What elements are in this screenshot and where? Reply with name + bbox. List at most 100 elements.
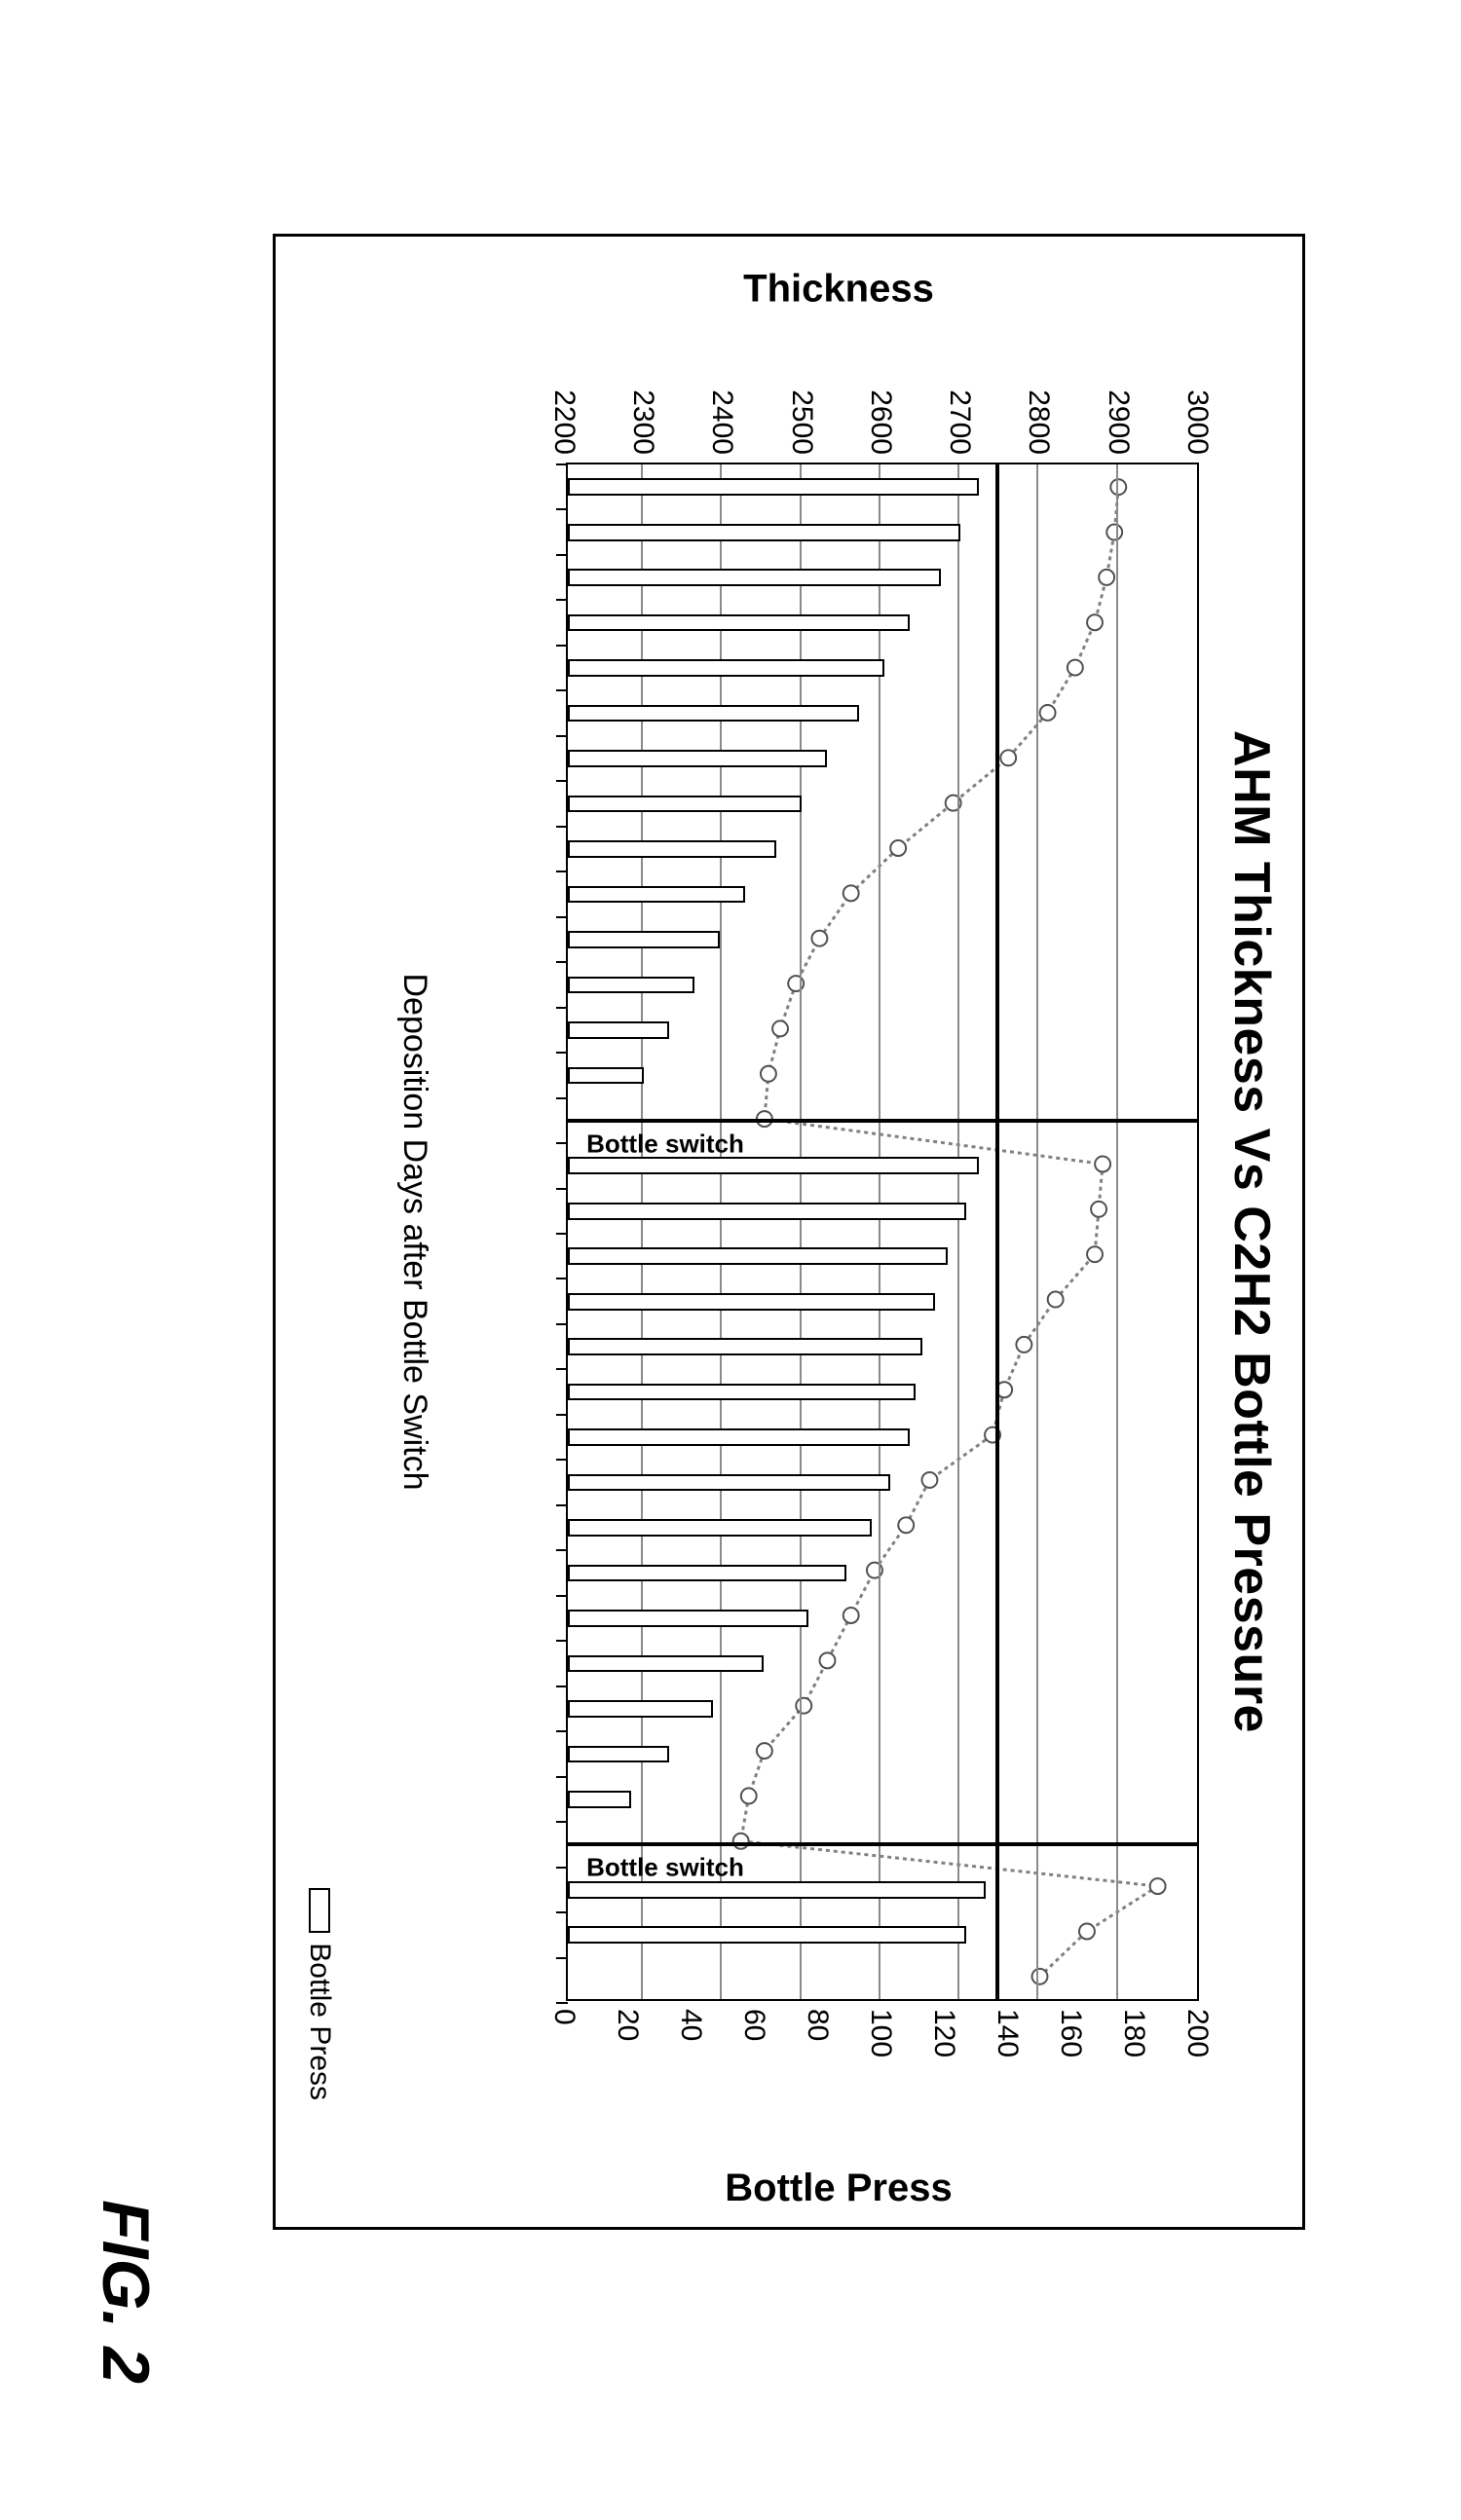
bar	[568, 1293, 935, 1311]
y1-tick-label: 2400	[706, 389, 739, 455]
bar	[568, 524, 960, 541]
x-tick	[556, 1776, 568, 1778]
bar	[568, 1203, 967, 1220]
gridline	[1037, 464, 1039, 1999]
x-tick	[556, 961, 568, 963]
x-tick	[556, 1052, 568, 1054]
chart-area: Thickness Bottle Press 22002300240025002…	[468, 316, 1209, 2147]
x-tick	[556, 1911, 568, 1913]
bar	[568, 1021, 669, 1039]
legend: Bottle Press	[301, 1888, 336, 2100]
gridline	[721, 464, 723, 1999]
x-tick	[556, 1278, 568, 1279]
x-tick	[556, 508, 568, 510]
y1-tick-label: 2800	[1023, 389, 1056, 455]
x-tick	[556, 2002, 568, 2004]
x-tick	[556, 1142, 568, 1144]
x-tick	[556, 1730, 568, 1732]
legend-label: Bottle Press	[303, 1943, 336, 2100]
bar	[568, 1428, 910, 1446]
bar	[568, 659, 884, 677]
chart-title: AHM Thickness Vs C2H2 Bottle Pressure	[1209, 237, 1302, 2227]
bottle-switch-label: Bottle switch	[586, 1853, 744, 1883]
y2-tick-label: 200	[1180, 2009, 1214, 2057]
legend-swatch-icon	[309, 1888, 330, 1933]
bar	[568, 705, 859, 723]
y1-tick-label: 2200	[547, 389, 581, 455]
x-tick	[556, 689, 568, 691]
bar	[568, 1881, 986, 1899]
bar	[568, 569, 942, 586]
bar	[568, 1157, 980, 1174]
x-tick	[556, 1459, 568, 1461]
bar	[568, 1067, 644, 1085]
x-tick	[556, 1867, 568, 1869]
bar	[568, 886, 745, 904]
y1-axis-label: Thickness	[743, 268, 934, 312]
x-tick	[556, 645, 568, 647]
x-tick	[556, 1549, 568, 1551]
bar	[568, 796, 803, 813]
x-tick	[556, 1188, 568, 1190]
y2-axis-label: Bottle Press	[725, 2167, 952, 2210]
bottle-switch-label: Bottle switch	[586, 1129, 744, 1159]
bar	[568, 931, 720, 948]
chart-frame: AHM Thickness Vs C2H2 Bottle Pressure Th…	[273, 234, 1305, 2230]
line-series	[568, 464, 1197, 1999]
plot-area: 2200230024002500260027002800290030000204…	[566, 463, 1199, 2001]
y2-tick-label: 80	[801, 2009, 834, 2041]
bar	[568, 1700, 714, 1718]
x-tick	[556, 826, 568, 828]
bar	[568, 1565, 846, 1582]
x-tick	[556, 463, 568, 465]
bottle-switch-vline	[568, 1842, 1197, 1846]
y2-tick-label: 180	[1117, 2009, 1150, 2057]
gridline	[879, 464, 880, 1999]
x-tick	[556, 1233, 568, 1235]
legend-item-bottle-press: Bottle Press	[303, 1888, 336, 2100]
bar	[568, 840, 777, 858]
bar	[568, 1384, 917, 1401]
x-tick	[556, 599, 568, 601]
bar	[568, 1655, 765, 1673]
gridline	[957, 464, 959, 1999]
x-tick	[556, 1097, 568, 1099]
y2-tick-label: 0	[547, 2009, 581, 2025]
bar	[568, 977, 694, 994]
y2-tick-label: 20	[611, 2009, 644, 2041]
bar	[568, 750, 828, 767]
bar	[568, 1338, 922, 1355]
y1-tick-label: 2300	[626, 389, 659, 455]
x-tick	[556, 1821, 568, 1823]
bar	[568, 1474, 891, 1492]
bar	[568, 1610, 808, 1627]
bar	[568, 1519, 872, 1537]
x-tick	[556, 1007, 568, 1009]
x-tick	[556, 1640, 568, 1642]
x-tick	[556, 1323, 568, 1325]
y1-tick-label: 2500	[785, 389, 818, 455]
bar	[568, 614, 910, 632]
reference-hline	[995, 464, 999, 1999]
y2-tick-label: 120	[927, 2009, 960, 2057]
x-tick	[556, 1957, 568, 1959]
bar	[568, 1926, 967, 1944]
y2-tick-label: 60	[737, 2009, 770, 2041]
gridline	[641, 464, 643, 1999]
x-tick	[556, 1368, 568, 1370]
y1-tick-label: 3000	[1180, 389, 1214, 455]
y2-tick-label: 40	[674, 2009, 707, 2041]
bottle-switch-vline	[568, 1119, 1197, 1123]
y2-tick-label: 160	[1054, 2009, 1087, 2057]
x-axis-label: Deposition Days after Bottle Switch	[395, 973, 433, 1490]
x-tick	[556, 1595, 568, 1597]
x-tick	[556, 871, 568, 872]
bar	[568, 1746, 669, 1763]
gridline	[800, 464, 802, 1999]
y2-tick-label: 140	[991, 2009, 1024, 2057]
x-tick	[556, 780, 568, 782]
x-tick	[556, 1686, 568, 1687]
x-tick	[556, 916, 568, 918]
y1-tick-label: 2700	[943, 389, 976, 455]
bar	[568, 1791, 631, 1808]
